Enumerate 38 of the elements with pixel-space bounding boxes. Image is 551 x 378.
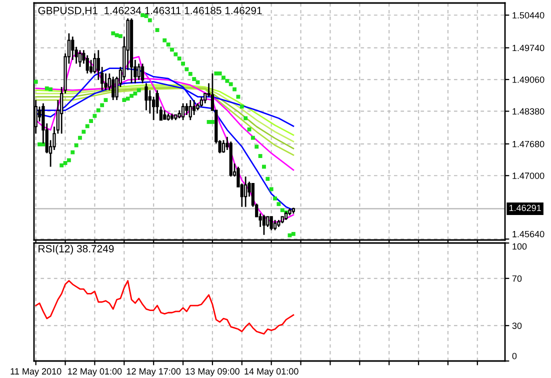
candlestick	[71, 36, 74, 61]
y-tick-label: 1.47000	[512, 172, 544, 179]
y-tick-label: 1.49060	[512, 76, 544, 83]
y-tick-label: 1.45640	[512, 230, 544, 238]
y-tick-label: 1.48380	[512, 108, 544, 115]
candlestick	[78, 49, 82, 68]
candlestick	[222, 139, 226, 154]
candlestick	[137, 62, 140, 81]
x-tick-label: 12 May 17:00	[126, 368, 181, 376]
candlestick	[188, 99, 192, 121]
y-tick-label: 1.47680	[512, 140, 544, 148]
line-series	[35, 68, 294, 211]
y-tick-label: 1.49740	[512, 44, 544, 52]
chart-title: GBPUSD,H1 1.46234 1.46311 1.46185 1.46291	[38, 6, 262, 16]
x-tick-label: 11 May 2010	[10, 368, 62, 376]
candlestick	[144, 82, 148, 111]
candlestick	[273, 219, 277, 231]
y-tick-label: 30	[512, 322, 522, 329]
y-tick-label: 100	[512, 243, 527, 250]
x-tick-label: 14 May 01:00	[244, 368, 298, 376]
y-tick-label: 0	[512, 352, 517, 360]
candlestick	[244, 176, 248, 208]
candlestick	[185, 102, 188, 116]
y-tick-label: 1.50440	[512, 12, 544, 18]
candlestick	[266, 216, 270, 228]
candlestick	[262, 214, 266, 236]
candlestick	[181, 102, 185, 121]
candlestick	[270, 216, 273, 231]
candlestick	[200, 96, 203, 108]
x-tick-label: 12 May 01:00	[68, 368, 122, 376]
candlestick	[192, 99, 196, 116]
candlestick	[140, 62, 144, 84]
ref-line-label: 1.46291	[509, 204, 541, 212]
x-tick-label: 13 May 09:00	[186, 368, 240, 376]
y-tick-label: 70	[512, 275, 522, 282]
candlestick	[89, 59, 93, 74]
chart-title: RSI(12) 38.7249	[38, 244, 114, 254]
candlestick	[112, 76, 115, 101]
